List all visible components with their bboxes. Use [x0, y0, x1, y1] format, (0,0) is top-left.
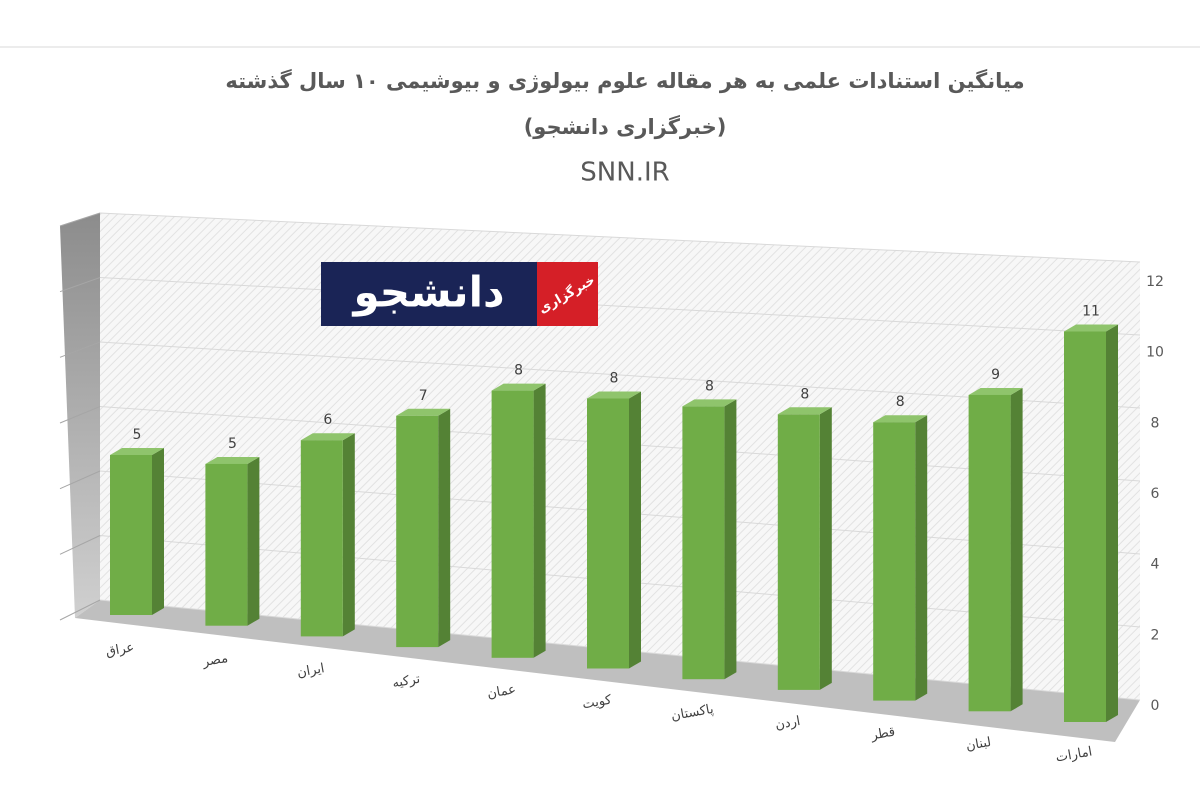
x-tick-label: عمان [486, 682, 517, 702]
side-grid-line [59, 406, 101, 424]
side-grid-line [59, 277, 101, 293]
side-grid-line [59, 535, 101, 555]
y-tick-label: 10 [1146, 345, 1164, 361]
bar-top [205, 456, 260, 464]
bar [968, 394, 1011, 712]
bar [396, 415, 439, 648]
data-label: 7 [419, 388, 428, 404]
data-label: 5 [228, 436, 237, 452]
chart-title: میانگین استنادات علمی به هر مقاله علوم ب… [225, 68, 1024, 93]
y-tick-label: 12 [1146, 274, 1164, 290]
bar [1064, 331, 1106, 722]
grid-line [99, 212, 1141, 263]
data-label: 5 [133, 427, 142, 443]
bar-top [682, 399, 737, 407]
x-tick-label: پاکستان [670, 702, 715, 724]
logo-box [321, 262, 537, 326]
bar-top [491, 383, 546, 391]
grid-line [99, 341, 1141, 409]
data-label: 8 [705, 378, 714, 394]
bar-side [438, 408, 451, 648]
bar-top [968, 387, 1023, 395]
y-tick-label: 4 [1151, 557, 1160, 573]
x-tick-label: ترکیه [391, 672, 421, 692]
y-tick-label: 6 [1151, 486, 1160, 502]
bar [110, 455, 152, 615]
data-label: 6 [323, 412, 332, 428]
bar-side [819, 407, 832, 690]
data-label: 8 [896, 394, 905, 410]
y-tick-label: 8 [1151, 415, 1160, 431]
x-tick-label: قطر [869, 725, 896, 744]
bar-side [1106, 324, 1118, 722]
data-label: 8 [514, 363, 523, 379]
logo-name: دانشجو [351, 268, 504, 318]
bar-top [1064, 324, 1118, 332]
bar-top [873, 415, 928, 423]
bar-side [724, 399, 737, 680]
chart-title-line2: (خبرگزاری دانشجو) [524, 114, 727, 139]
bar-side [152, 448, 164, 615]
bar-side [342, 433, 355, 637]
bar-side [1010, 387, 1023, 712]
bar [873, 422, 916, 701]
side-grid-line [59, 470, 101, 490]
bar-side [533, 383, 546, 658]
x-tick-label: ایران [296, 661, 326, 681]
chart-subtitle: SNN.IR [580, 158, 669, 188]
bar-top [587, 391, 641, 399]
data-label: 11 [1082, 304, 1100, 320]
side-grid-line [59, 212, 101, 227]
grid-line [99, 277, 1141, 336]
x-tick-label: امارات [1055, 744, 1094, 765]
bar [491, 390, 534, 658]
y-tick-label: 0 [1151, 698, 1160, 714]
x-tick-label: مصر [201, 651, 230, 670]
x-tick-label: عراق [105, 640, 136, 660]
bar [682, 406, 725, 680]
logo-tag-box [537, 262, 598, 326]
y-tick-label: 2 [1151, 627, 1160, 643]
bar [205, 463, 248, 626]
bar-top [396, 408, 451, 416]
bar [777, 414, 820, 690]
x-tick-label: کویت [581, 692, 613, 712]
bar-top [777, 407, 832, 415]
x-tick-label: لبنان [965, 735, 993, 754]
bar [300, 440, 343, 637]
data-label: 8 [610, 371, 619, 387]
bar [587, 398, 629, 669]
bar-top [300, 433, 355, 441]
x-tick-label: اردن [774, 714, 801, 733]
bar-side [915, 415, 928, 701]
data-label: 9 [991, 367, 1000, 383]
data-label: 8 [800, 386, 809, 402]
side-grid-line [59, 341, 101, 358]
bar-side [247, 456, 260, 626]
side-wall [60, 213, 100, 618]
side-grid-line [59, 599, 101, 621]
bar-top [110, 448, 164, 455]
bar-side [629, 391, 641, 669]
